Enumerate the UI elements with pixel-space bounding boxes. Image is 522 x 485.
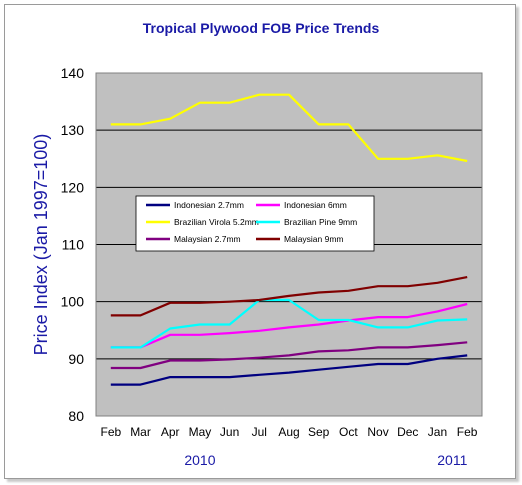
x-tick-label: Jan (428, 425, 447, 439)
x-tick-label: Dec (397, 425, 418, 439)
legend-label: Malaysian 9mm (284, 234, 344, 244)
x-tick-label: Jun (220, 425, 239, 439)
chart-title: Tropical Plywood FOB Price Trends (142, 20, 380, 36)
legend-label: Indonesian 6mm (284, 200, 347, 210)
y-tick-label: 120 (61, 179, 85, 195)
x-tick-label: Jul (252, 425, 267, 439)
y-tick-label: 90 (68, 351, 84, 367)
legend-label: Brazilian Pine 9mm (284, 217, 357, 227)
x-tick-label: Apr (161, 425, 180, 439)
legend-label: Malaysian 2.7mm (174, 234, 241, 244)
x-tick-label: Feb (101, 425, 122, 439)
y-tick-label: 80 (68, 408, 84, 424)
plot-border (95, 72, 483, 417)
legend-label: Brazilian Virola 5.2mm (174, 217, 259, 227)
y-tick-label: 110 (62, 237, 85, 253)
y-axis-label: Price Index (Jan 1997=100) (31, 134, 51, 356)
series-line-2 (110, 302, 468, 349)
x-tick-label: Oct (339, 425, 358, 439)
series-line-5 (110, 341, 468, 370)
series-line-4 (110, 298, 468, 349)
year-label: 2010 (184, 452, 215, 468)
x-tick-label: Aug (278, 425, 299, 439)
y-tick-label: 100 (61, 294, 85, 310)
legend-label: Indonesian 2.7mm (174, 200, 244, 210)
x-tick-label: Sep (308, 425, 330, 439)
x-tick-label: Mar (130, 425, 151, 439)
y-tick-label: 130 (61, 122, 85, 138)
legend (135, 195, 375, 252)
series-line-1 (110, 354, 468, 386)
y-tick-label: 140 (61, 65, 85, 81)
series-line-3 (110, 93, 468, 163)
x-tick-label: Feb (457, 425, 478, 439)
series-line-6 (110, 276, 468, 317)
x-tick-label: Nov (367, 425, 388, 439)
x-tick-label: May (189, 425, 212, 439)
year-label: 2011 (437, 452, 467, 468)
